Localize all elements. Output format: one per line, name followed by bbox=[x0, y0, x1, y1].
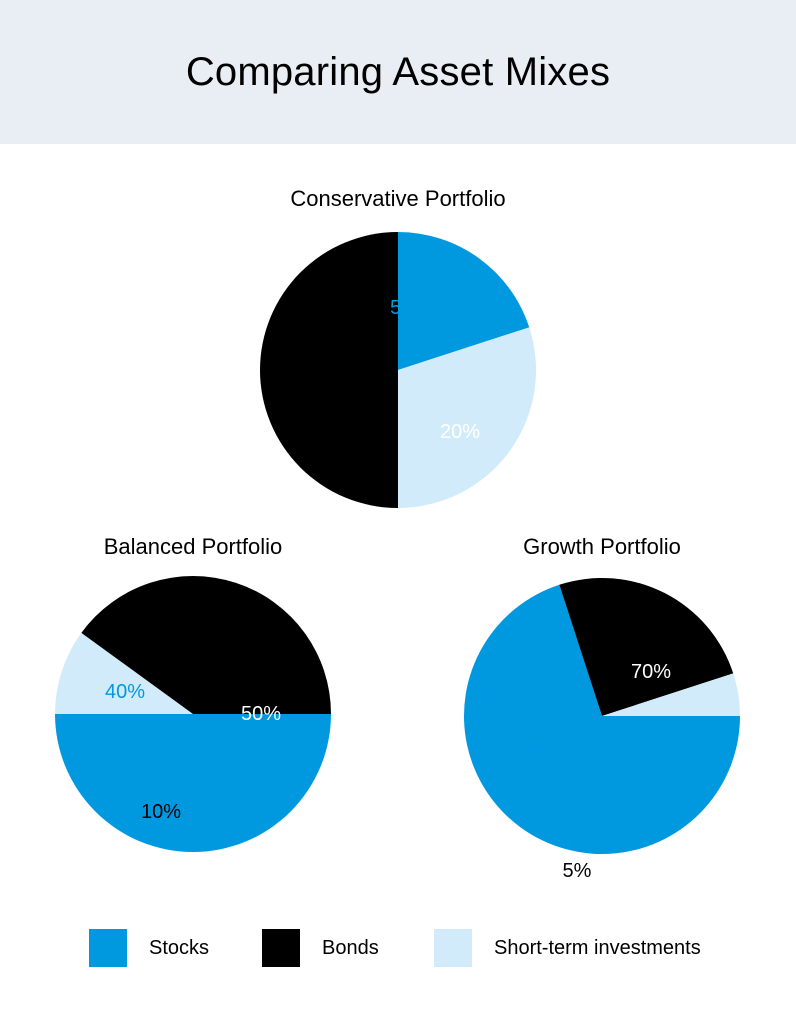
legend-item-short-term: Short-term investments bbox=[434, 928, 701, 968]
pie-label-conservative-stocks: 20% bbox=[440, 421, 480, 443]
pie-label-growth-bonds: 25% bbox=[507, 738, 547, 760]
pie-chart-growth: 70% 25% 5% bbox=[464, 578, 740, 882]
pie-label-balanced-short-term-investments: 10% bbox=[141, 801, 181, 823]
legend-swatch-stocks bbox=[89, 929, 127, 967]
pie-chart-balanced: 50% 10% 40% bbox=[55, 576, 331, 852]
pie-slice-conservative-short-term-investments bbox=[398, 327, 536, 508]
pie-label-conservative-bonds: 50% bbox=[390, 297, 430, 319]
legend-swatch-bonds bbox=[262, 929, 300, 967]
legend-item-stocks: Stocks bbox=[89, 928, 209, 968]
pie-label-balanced-bonds: 40% bbox=[105, 681, 145, 703]
header-banner: Comparing Asset Mixes bbox=[0, 0, 796, 144]
legend-item-bonds: Bonds bbox=[262, 928, 379, 968]
legend-label-stocks: Stocks bbox=[149, 936, 210, 959]
pie-slice-growth-short-term-investments bbox=[602, 673, 740, 716]
legend-label-bonds: Bonds bbox=[322, 936, 379, 959]
pie-label-balanced-stocks: 50% bbox=[241, 703, 281, 725]
legend-swatch-short-term bbox=[434, 929, 472, 967]
pie-slice-growth-bonds bbox=[559, 578, 734, 716]
pie-slice-conservative-bonds bbox=[260, 232, 398, 508]
chart-title-conservative: Conservative Portfolio bbox=[290, 186, 506, 211]
pie-slice-balanced-short-term-investments bbox=[55, 632, 193, 714]
legend: Stocks Bonds Short-term investments bbox=[0, 928, 796, 968]
chart-title-balanced: Balanced Portfolio bbox=[103, 534, 283, 559]
pie-label-conservative-short-term-investments: 30% bbox=[312, 401, 352, 423]
pie-label-growth-short-term-investments: 5% bbox=[563, 860, 592, 882]
pie-label-growth-stocks: 70% bbox=[631, 661, 671, 683]
pie-slice-balanced-stocks bbox=[55, 714, 331, 852]
chart-title-growth: Growth Portfolio bbox=[523, 534, 681, 559]
legend-label-short-term: Short-term investments bbox=[494, 936, 701, 959]
pie-slice-conservative-stocks bbox=[398, 232, 530, 370]
page-title: Comparing Asset Mixes bbox=[185, 49, 611, 94]
pie-slice-growth-stocks bbox=[464, 584, 740, 854]
pie-chart-conservative: 20% 30% 50% bbox=[260, 232, 536, 508]
pie-slice-balanced-bonds bbox=[81, 576, 331, 714]
